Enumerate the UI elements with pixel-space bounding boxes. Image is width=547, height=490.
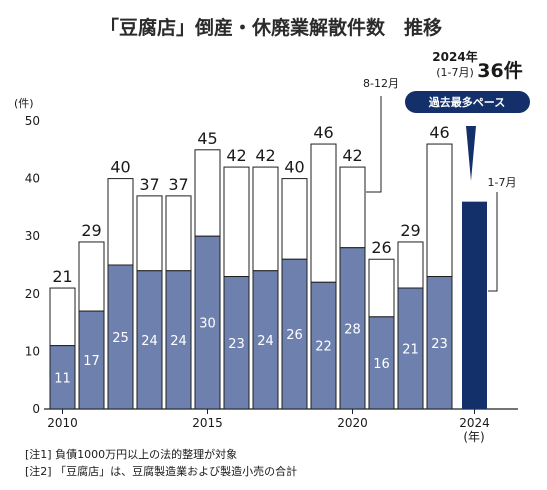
bar-total-value-2011: 29 <box>81 221 101 240</box>
x-tick-label: 2020 <box>337 416 368 430</box>
bar-total-value-2016: 42 <box>226 146 246 165</box>
upper-leader-line <box>366 96 382 193</box>
bar-lower-value-2012: 25 <box>112 331 129 346</box>
x-tick-label: 2010 <box>47 416 78 430</box>
bar-lower-2015 <box>194 235 221 410</box>
bar-lower-value-2016: 23 <box>228 337 245 352</box>
bar-upper-2018 <box>281 178 308 260</box>
bar-upper-2015 <box>194 149 221 237</box>
bar-highlight-2024 <box>462 201 487 409</box>
x-axis-ticks: 2010 2015 2020 2024 <box>47 409 490 430</box>
bar-lower-2019 <box>310 281 337 410</box>
lower-leader-line <box>488 192 498 292</box>
bar-upper-2016 <box>223 166 250 278</box>
bar-upper-2019 <box>310 143 337 283</box>
note-2: [注2] 「豆腐店」は、豆腐製造業および製造小売の合計 <box>25 464 297 478</box>
bar-total-value-2012: 40 <box>110 158 130 177</box>
bar-total-value-2023: 46 <box>429 123 449 142</box>
bar-lower-2013 <box>136 270 163 410</box>
bar-total-value-2020: 42 <box>342 146 362 165</box>
highlight-count: 36件 <box>477 59 522 82</box>
bar-lower-2020 <box>339 247 366 410</box>
bars: 11 21 17 29 25 40 24 37 24 37 30 45 23 42 24 42 26 40 22 46… <box>49 123 487 410</box>
highlight-pointer <box>466 126 476 181</box>
bar-lower-value-2019: 22 <box>315 340 332 355</box>
bar-lower-2014 <box>165 270 192 410</box>
bar-lower-2016 <box>223 276 250 410</box>
series-annotations: 8-12月 1-7月 <box>363 77 517 292</box>
bar-upper-2017 <box>252 166 279 272</box>
bar-total-value-2019: 46 <box>313 123 333 142</box>
bar-upper-2021 <box>368 258 395 318</box>
y-tick-label: 40 <box>25 172 40 186</box>
bar-lower-value-2022: 21 <box>402 343 419 358</box>
bar-lower-value-2015: 30 <box>199 317 216 332</box>
x-axis-unit: (年) <box>463 430 484 444</box>
bar-lower-value-2017: 24 <box>257 334 274 349</box>
bar-lower-2023 <box>426 276 453 410</box>
bar-total-value-2015: 45 <box>197 129 217 148</box>
bar-lower-value-2018: 26 <box>286 328 303 343</box>
x-tick-label: 2015 <box>192 416 223 430</box>
bar-upper-2023 <box>426 143 453 278</box>
bar-lower-2011 <box>78 310 105 410</box>
bar-lower-value-2010: 11 <box>54 371 71 386</box>
highlight-period: 2024年 <box>432 49 477 64</box>
bar-lower-value-2014: 24 <box>170 334 187 349</box>
bar-total-value-2014: 37 <box>168 175 188 194</box>
bar-upper-2014 <box>165 195 192 272</box>
bar-total-value-2010: 21 <box>52 267 72 286</box>
x-tick-label: 2024 <box>459 416 490 430</box>
bar-lower-value-2011: 17 <box>83 354 100 369</box>
bar-lower-2012 <box>107 264 134 410</box>
y-axis-ticks: 0 10 20 30 40 50 <box>25 114 40 416</box>
y-tick-label: 20 <box>25 287 40 301</box>
lower-series-label: 1-7月 <box>488 176 517 189</box>
bar-upper-2020 <box>339 166 366 249</box>
bar-lower-2018 <box>281 258 308 410</box>
bar-total-value-2022: 29 <box>400 221 420 240</box>
bar-total-value-2018: 40 <box>284 158 304 177</box>
bar-upper-2022 <box>397 241 424 289</box>
highlight-callout: 2024年 (1-7月) 36件 過去最多ペース <box>405 49 530 181</box>
bar-lower-value-2021: 16 <box>373 357 390 372</box>
y-axis-unit: (件) <box>14 97 34 110</box>
chart-title: 「豆腐店」倒産・休廃業解散件数 推移 <box>100 16 442 39</box>
bar-total-value-2017: 42 <box>255 146 275 165</box>
y-tick-label: 0 <box>32 402 40 416</box>
note-1: [注1] 負債1000万円以上の法的整理が対象 <box>25 447 237 461</box>
bar-lower-2021 <box>368 316 395 410</box>
bar-upper-2011 <box>78 241 105 312</box>
bar-total-value-2021: 26 <box>371 238 391 257</box>
bar-upper-2012 <box>107 178 134 266</box>
y-tick-label: 30 <box>25 229 40 243</box>
bar-total-value-2013: 37 <box>139 175 159 194</box>
upper-series-label: 8-12月 <box>363 77 399 90</box>
highlight-badge-text: 過去最多ペース <box>428 95 505 109</box>
bar-lower-2017 <box>252 270 279 410</box>
bar-upper-2013 <box>136 195 163 272</box>
bar-upper-2010 <box>49 287 76 347</box>
bar-lower-2022 <box>397 287 424 410</box>
highlight-period-sub: (1-7月) <box>436 66 474 79</box>
y-tick-label: 10 <box>25 344 40 358</box>
highlight-badge <box>405 91 530 113</box>
y-tick-label: 50 <box>25 114 40 128</box>
bar-lower-value-2020: 28 <box>344 322 361 337</box>
bar-lower-value-2013: 24 <box>141 334 158 349</box>
bar-lower-value-2023: 23 <box>431 337 448 352</box>
